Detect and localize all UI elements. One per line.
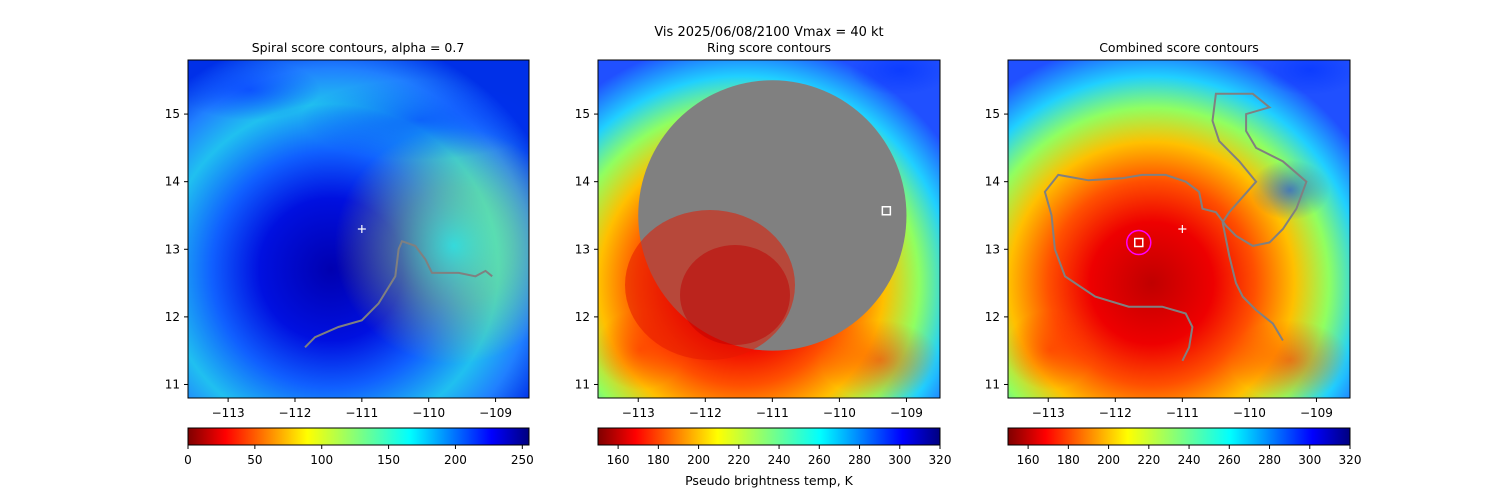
colorbar-tick-label: 100 [310,453,333,467]
colorbar-tick-label: 200 [444,453,467,467]
colorbar-tick-label: 220 [727,453,750,467]
x-tick-label: −109 [890,406,923,420]
y-tick-label: 13 [165,242,180,256]
combined-cold-patch [1260,60,1350,95]
spiral-cloud-band [300,80,529,160]
colorbar-tick-label: 300 [888,453,911,467]
combined-warm-patch [1230,320,1350,398]
panel-combined-title: Combined score contours [1099,40,1259,55]
y-tick-label: 14 [575,175,590,189]
y-tick-label: 11 [165,377,180,391]
colorbar-tick-label: 280 [848,453,871,467]
colorbar-tick-label: 320 [1339,453,1362,467]
ring-inner-core [680,245,790,345]
x-tick-label: −111 [756,406,789,420]
colorbar-tick-label: 200 [687,453,710,467]
best-ring-center-marker [881,205,892,216]
colorbar-tick-label: 180 [647,453,670,467]
colorbar-tick-label: 280 [1258,453,1281,467]
ring-cold-patch [850,60,940,95]
spiral-cloud-band [188,60,320,120]
y-tick-label: 15 [575,107,590,121]
y-tick-label: 11 [575,377,590,391]
figure-suptitle: Vis 2025/06/08/2100 Vmax = 40 kt [654,25,883,40]
colorbar-tick-label: 160 [607,453,630,467]
x-tick-label: −110 [823,406,856,420]
x-tick-label: −109 [1300,406,1333,420]
storm-center-marker [357,225,366,233]
colorbar-tick-label: 180 [1057,453,1080,467]
x-tick-label: −109 [479,406,512,420]
x-tick-label: −113 [212,406,245,420]
combined-warm-patch [1008,310,1095,390]
colorbar-tick-label: 240 [768,453,791,467]
ring-warm-patch [820,320,940,398]
panel-spiral: Spiral score contours, alpha = 0.7 −113 −… [165,40,534,467]
colorbar-spiral: 0 50 100 150 200 250 [184,427,534,467]
x-tick-label: −112 [1099,406,1132,420]
spiral-score-contour [304,239,493,349]
colorbar-tick-label: 50 [247,453,262,467]
y-tick-label: 12 [985,310,1000,324]
y-tick-label: 14 [165,175,180,189]
combined-cold-patch [1250,160,1330,220]
colorbar-tick-label: 260 [1218,453,1241,467]
colorbar-combined-bar [1007,427,1351,446]
panel-spiral-frame [187,59,530,399]
combined-center-circle [1126,229,1152,256]
colorbar-tick-label: 220 [1137,453,1160,467]
storm-center-marker [1178,225,1187,233]
y-tick-label: 13 [985,242,1000,256]
panel-ring: Ring score contours −113 −112 −111 −110 −109… [575,40,952,488]
colorbar-label: Pseudo brightness temp, K [685,473,854,488]
panel-ring-title: Ring score contours [707,40,831,55]
y-tick-label: 11 [985,377,1000,391]
x-tick-label: −111 [345,406,378,420]
combined-center-marker [1134,237,1144,248]
x-tick-label: −111 [1166,406,1199,420]
colorbar-tick-label: 250 [511,453,534,467]
x-tick-label: −113 [622,406,655,420]
panel-combined: Combined score contours −113 −112 −111 −110… [985,40,1362,467]
colorbar-tick-label: 260 [808,453,831,467]
panel-spiral-title: Spiral score contours, alpha = 0.7 [252,40,465,55]
y-tick-label: 15 [165,107,180,121]
y-tick-label: 14 [985,175,1000,189]
colorbar-ring: 160 180 200 220 240 260 280 300 320 [597,427,952,467]
colorbar-tick-label: 300 [1298,453,1321,467]
colorbar-spiral-bar [187,427,530,446]
colorbar-ring-bar [597,427,941,446]
x-tick-label: −110 [412,406,445,420]
colorbar-tick-label: 320 [929,453,952,467]
x-tick-label: −112 [278,406,311,420]
y-tick-label: 15 [985,107,1000,121]
x-tick-label: −112 [689,406,722,420]
colorbar-tick-label: 160 [1017,453,1040,467]
colorbar-tick-label: 240 [1178,453,1201,467]
colorbar-tick-label: 0 [184,453,192,467]
y-tick-label: 12 [575,310,590,324]
y-tick-label: 13 [575,242,590,256]
x-tick-label: −113 [1032,406,1065,420]
y-tick-label: 12 [165,310,180,324]
colorbar-tick-label: 150 [377,453,400,467]
colorbar-combined: 160 180 200 220 240 260 280 300 320 [1007,427,1362,467]
x-tick-label: −110 [1233,406,1266,420]
combined-score-contour [1043,92,1308,362]
panel-ring-frame [597,59,941,399]
panel-combined-frame [1007,59,1351,399]
colorbar-tick-label: 200 [1097,453,1120,467]
